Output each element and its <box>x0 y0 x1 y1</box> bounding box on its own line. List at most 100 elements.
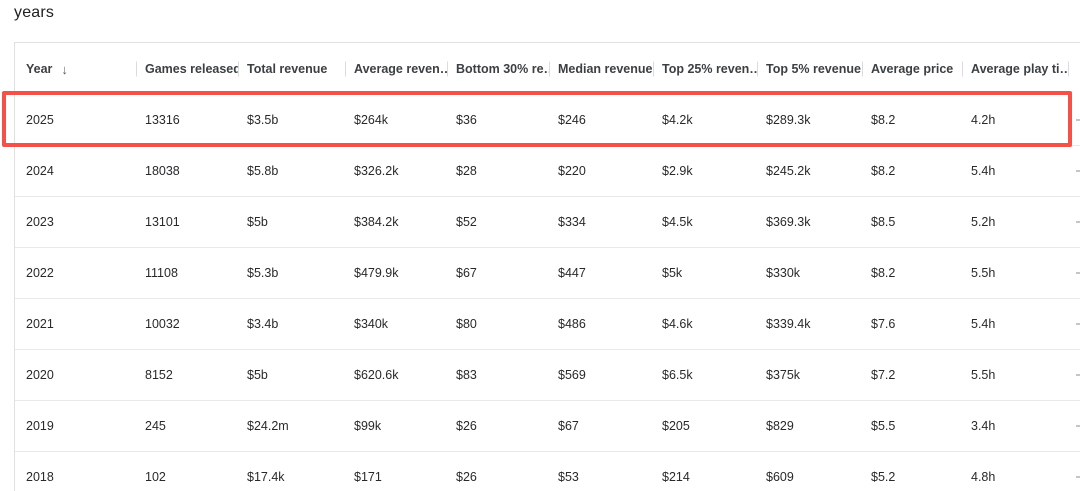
table-row-2022[interactable]: 2022 11108 $5.3b $479.9k $67 $447 $5k $330k $8.2… <box>15 247 1080 298</box>
table-cell: $326.2k <box>354 164 399 178</box>
clipped-content-sliver <box>1076 119 1080 121</box>
table-cell: $24.2m <box>247 419 289 433</box>
table-cell: 5.5h <box>971 368 996 382</box>
table-cell: $8.5 <box>871 215 896 229</box>
table-cell: $340k <box>354 317 389 331</box>
table-cell: 5.5h <box>971 266 996 280</box>
column-label: Average play ti… <box>971 62 1068 76</box>
table-body: 2025 13316 $3.5b $264k $36 $246 $4.2k $289.3k $8… <box>15 95 1080 491</box>
column-divider <box>136 61 137 77</box>
column-header-total-revenue[interactable]: Total revenue <box>238 43 345 95</box>
column-divider <box>238 61 239 77</box>
column-label: Average price <box>871 62 954 76</box>
column-label: Average reven… <box>354 62 447 76</box>
table-cell: $36 <box>456 113 477 127</box>
table-cell: $384.2k <box>354 215 399 229</box>
column-header-average-reven[interactable]: Average reven… <box>345 43 447 95</box>
table-cell: 5.4h <box>971 164 996 178</box>
table-row-2020[interactable]: 2020 8152 $5b $620.6k $83 $569 $6.5k $375k $7.2 5… <box>15 349 1080 400</box>
clipped-content-sliver <box>1076 323 1080 325</box>
table-cell: $3.4b <box>247 317 279 331</box>
table-cell: $220 <box>558 164 586 178</box>
table-cell: $6.5k <box>662 368 693 382</box>
table-row-2025[interactable]: 2025 13316 $3.5b $264k $36 $246 $4.2k $289.3k $8… <box>15 95 1080 145</box>
table-cell: 2023 <box>26 215 54 229</box>
column-header-average-play-ti[interactable]: Average play ti… <box>962 43 1068 95</box>
column-divider <box>549 61 550 77</box>
table-cell: $52 <box>456 215 477 229</box>
column-divider <box>345 61 346 77</box>
column-header-median-revenue[interactable]: Median revenue <box>549 43 653 95</box>
table-cell: 13101 <box>145 215 180 229</box>
clipped-cell-fragment <box>1068 95 1080 145</box>
column-label: Games released <box>145 62 238 76</box>
table-cell: $447 <box>558 266 586 280</box>
table-header-row: Year ↓ Games released Total revenue Average … <box>15 43 1080 95</box>
table-cell: $339.4k <box>766 317 811 331</box>
table-cell: $4.2k <box>662 113 693 127</box>
column-label: Total revenue <box>247 62 328 76</box>
table-cell: $7.6 <box>871 317 896 331</box>
table-cell: $330k <box>766 266 801 280</box>
table-cell: $214 <box>662 470 690 484</box>
years-data-table: Year ↓ Games released Total revenue Average … <box>14 42 1080 491</box>
table-cell: $3.5b <box>247 113 279 127</box>
table-cell: $53 <box>558 470 579 484</box>
table-cell: 10032 <box>145 317 180 331</box>
clipped-content-sliver <box>1076 425 1080 427</box>
table-cell: $4.5k <box>662 215 693 229</box>
column-divider <box>653 61 654 77</box>
table-cell: 8152 <box>145 368 173 382</box>
table-cell: 2022 <box>26 266 54 280</box>
table-cell: $5.5 <box>871 419 896 433</box>
table-cell: $80 <box>456 317 477 331</box>
table-cell: 11108 <box>145 266 178 280</box>
clipped-cell-fragment <box>1068 248 1080 298</box>
table-cell: 2021 <box>26 317 54 331</box>
table-cell: $8.2 <box>871 113 896 127</box>
clipped-content-sliver <box>1076 170 1080 172</box>
table-cell: $7.2 <box>871 368 896 382</box>
column-divider <box>757 61 758 77</box>
column-header-bottom-30-re[interactable]: Bottom 30% re… <box>447 43 549 95</box>
table-cell: $5k <box>662 266 683 280</box>
table-row-2019[interactable]: 2019 245 $24.2m $99k $26 $67 $205 $829 $5.5 3.4h <box>15 400 1080 451</box>
table-cell: $5b <box>247 215 268 229</box>
clipped-cell-fragment <box>1068 401 1080 451</box>
table-cell: $245.2k <box>766 164 811 178</box>
table-row-2018[interactable]: 2018 102 $17.4k $171 $26 $53 $214 $609 $5.2 4.8h <box>15 451 1080 491</box>
clipped-content-sliver <box>1076 476 1080 478</box>
table-row-2024[interactable]: 2024 18038 $5.8b $326.2k $28 $220 $2.9k $245.2k… <box>15 145 1080 196</box>
clipped-cell-fragment <box>1068 146 1080 196</box>
table-cell: 2018 <box>26 470 54 484</box>
table-cell: 5.2h <box>971 215 996 229</box>
table-row-2023[interactable]: 2023 13101 $5b $384.2k $52 $334 $4.5k $369.3k $8… <box>15 196 1080 247</box>
table-cell: 4.2h <box>971 113 996 127</box>
table-cell: $829 <box>766 419 794 433</box>
clipped-cell-fragment <box>1068 197 1080 247</box>
table-row-2021[interactable]: 2021 10032 $3.4b $340k $80 $486 $4.6k $339.4k $7… <box>15 298 1080 349</box>
table-cell: $620.6k <box>354 368 399 382</box>
column-header-top-25-reven[interactable]: Top 25% reven… <box>653 43 757 95</box>
clipped-content-sliver <box>1076 374 1080 376</box>
table-cell: $205 <box>662 419 690 433</box>
column-header-year[interactable]: Year ↓ <box>15 43 136 95</box>
table-cell: $569 <box>558 368 586 382</box>
table-cell: 2025 <box>26 113 54 127</box>
table-cell: $26 <box>456 470 477 484</box>
column-header-games-released[interactable]: Games released <box>136 43 238 95</box>
table-cell: $246 <box>558 113 586 127</box>
table-cell: $67 <box>456 266 477 280</box>
column-header-clipped <box>1068 43 1080 95</box>
clipped-cell-fragment <box>1068 299 1080 349</box>
column-header-average-price[interactable]: Average price <box>862 43 962 95</box>
column-divider <box>862 61 863 77</box>
table-cell: $479.9k <box>354 266 399 280</box>
column-label: Top 25% reven… <box>662 62 757 76</box>
column-divider <box>447 61 448 77</box>
column-header-top-5-revenue[interactable]: Top 5% revenue <box>757 43 862 95</box>
clipped-content-sliver <box>1076 272 1080 274</box>
table-cell: $8.2 <box>871 266 896 280</box>
table-cell: $67 <box>558 419 579 433</box>
column-divider <box>1068 61 1069 77</box>
